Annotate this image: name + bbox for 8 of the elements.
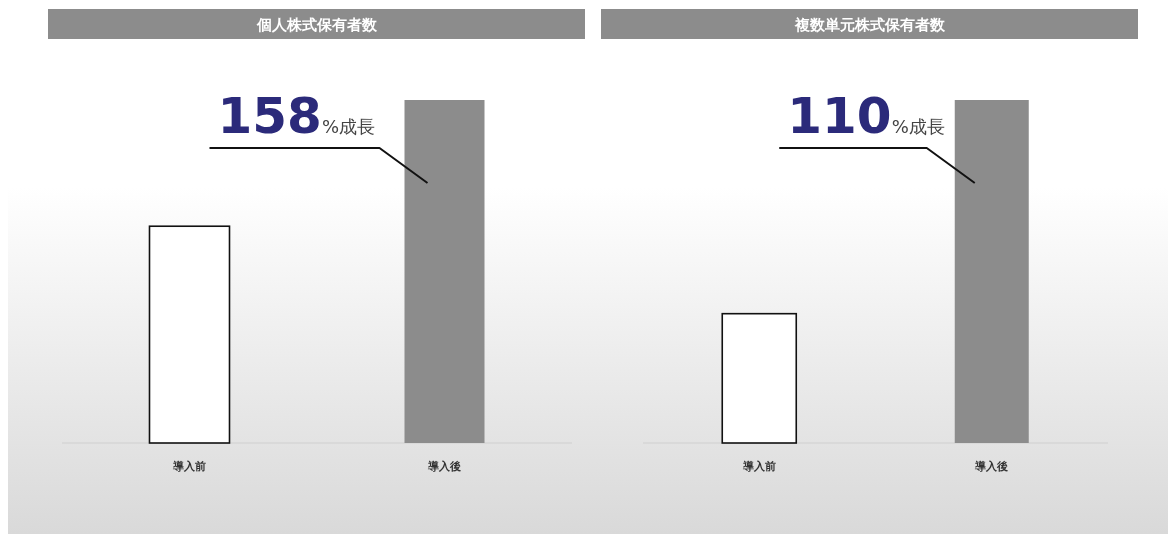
chart-title: 複数単元株式保有者数 <box>793 16 946 34</box>
x-tick-label: 導入後 <box>974 460 1009 473</box>
x-tick-label: 導入後 <box>427 460 461 473</box>
chart-title: 個人株式保有者数 <box>255 16 378 34</box>
annotation: 110%成長 <box>787 87 945 145</box>
x-tick-label: 導入前 <box>172 460 206 473</box>
x-tick-label: 導入前 <box>741 460 776 473</box>
annotation: 158%成長 <box>217 87 375 145</box>
